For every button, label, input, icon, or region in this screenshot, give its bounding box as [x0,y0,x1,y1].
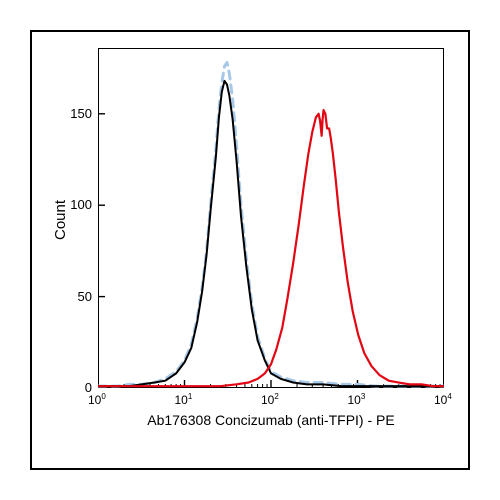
ytick-label: 50 [58,289,92,304]
xtick-label: 104 [434,392,452,407]
ytick-label: 0 [58,380,92,395]
x-axis-label: Ab176308 Concizumab (anti-TFPI) - PE [98,412,444,428]
xtick-label: 103 [348,392,366,407]
xtick-label: 101 [175,392,193,407]
y-axis-label: Count [52,200,69,240]
flow-cytometry-plot [98,48,444,388]
xtick-label: 102 [261,392,279,407]
ytick-label: 150 [58,106,92,121]
